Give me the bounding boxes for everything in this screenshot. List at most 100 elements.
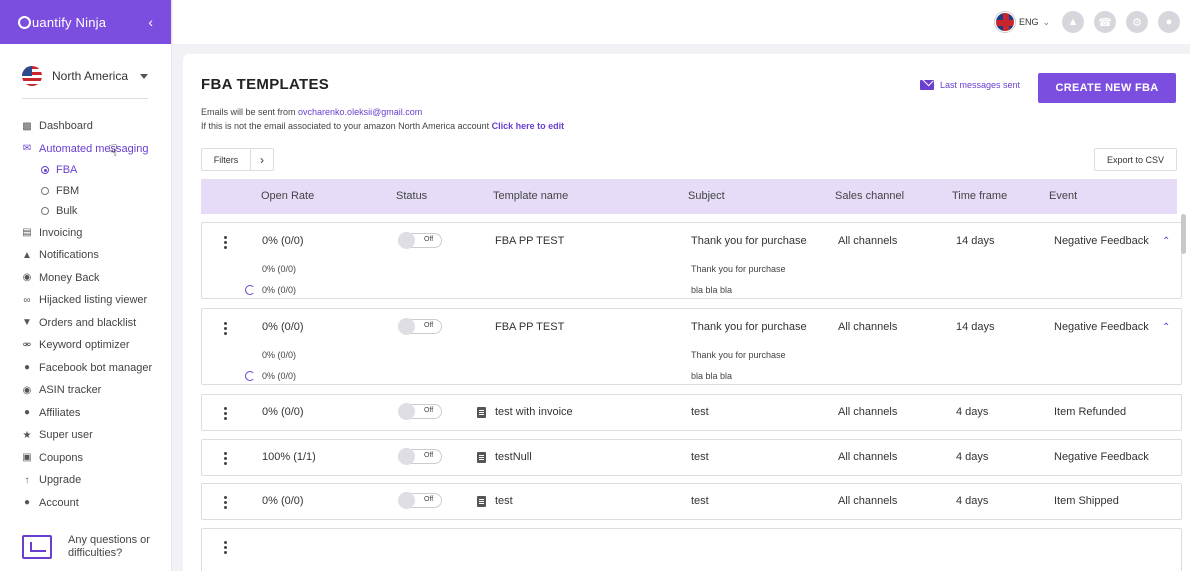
template-name[interactable]: test bbox=[495, 495, 513, 507]
radio-icon bbox=[41, 207, 49, 216]
filters-button[interactable]: Filters bbox=[201, 148, 251, 171]
sidebar-item-super-user[interactable]: ★ Super user bbox=[0, 424, 171, 447]
sidebar-item-dashboard[interactable]: ▩ Dashboard bbox=[0, 115, 171, 138]
header-subject[interactable]: Subject bbox=[688, 190, 725, 202]
help-link[interactable]: Any questions or difficulties? bbox=[22, 534, 158, 560]
envelope-icon: ✉ bbox=[22, 143, 32, 155]
sidebar-item-automated-messaging[interactable]: ✉ Automated messaging bbox=[0, 138, 171, 161]
sub-subject: bla bla bla bbox=[691, 285, 733, 295]
scrollbar-thumb[interactable] bbox=[1181, 214, 1186, 254]
collapse-sidebar-icon[interactable]: ‹ bbox=[148, 14, 153, 30]
subject: test bbox=[691, 495, 709, 507]
toggle-label: Off bbox=[424, 236, 434, 243]
language-label: ENG bbox=[1018, 17, 1039, 27]
table-row[interactable]: 0% (0/0) Off test test All channels 4 da… bbox=[201, 483, 1182, 520]
kebab-menu-icon[interactable] bbox=[224, 541, 227, 556]
email-note-text: If this is not the email associated to y… bbox=[201, 121, 492, 131]
sidebar-item-hijacked-listing-viewer[interactable]: ∞ Hijacked listing viewer bbox=[0, 289, 171, 312]
sidebar-item-notifications[interactable]: ▲ Notifications bbox=[0, 244, 171, 267]
template-name[interactable]: FBA PP TEST bbox=[495, 321, 565, 333]
sub-subject: Thank you for purchase bbox=[691, 350, 786, 360]
gear-icon[interactable]: ⚙ bbox=[1126, 11, 1148, 33]
open-rate: 0% (0/0) bbox=[262, 235, 304, 247]
sidebar-subitem-fba[interactable]: FBA bbox=[0, 160, 171, 181]
sidebar-subitem-fbm[interactable]: FBM bbox=[0, 181, 171, 202]
presentation-board-icon bbox=[22, 535, 52, 559]
sidebar-item-upgrade[interactable]: ↑ Upgrade bbox=[0, 469, 171, 492]
email-info: Emails will be sent from ovcharenko.olek… bbox=[201, 107, 422, 117]
radio-icon bbox=[41, 166, 49, 175]
sidebar-item-money-back[interactable]: ◉ Money Back bbox=[0, 267, 171, 290]
sidebar-item-affiliates[interactable]: ● Affiliates bbox=[0, 402, 171, 425]
us-flag-icon bbox=[22, 66, 42, 86]
header-open-rate[interactable]: Open Rate bbox=[261, 190, 315, 202]
time-frame: 14 days bbox=[956, 235, 995, 247]
invoice-icon: ▤ bbox=[22, 227, 32, 239]
create-new-fba-button[interactable]: CREATE NEW FBA bbox=[1038, 73, 1176, 103]
person-icon: ● bbox=[23, 497, 31, 509]
key-icon: ⚮ bbox=[22, 339, 32, 351]
kebab-menu-icon[interactable] bbox=[224, 322, 227, 337]
chevron-up-icon[interactable]: ⌃ bbox=[1162, 236, 1171, 247]
template-name[interactable]: FBA PP TEST bbox=[495, 235, 565, 247]
sidebar-item-keyword-optimizer[interactable]: ⚮ Keyword optimizer bbox=[0, 334, 171, 357]
sidebar-item-account[interactable]: ● Account bbox=[0, 492, 171, 515]
phone-icon[interactable]: ☎ bbox=[1094, 11, 1116, 33]
table-row[interactable] bbox=[201, 528, 1182, 571]
toggle-label: Off bbox=[424, 407, 434, 414]
region-selector[interactable]: North America bbox=[22, 66, 148, 99]
chevron-right-icon[interactable]: › bbox=[251, 148, 274, 171]
sidebar-item-label: Invoicing bbox=[39, 226, 83, 239]
sidebar-subitem-bulk[interactable]: Bulk bbox=[0, 201, 171, 222]
topbar: ENG ⌄ ▲ ☎ ⚙ ● bbox=[173, 0, 1190, 44]
table-row[interactable]: 100% (1/1) Off testNull test All channel… bbox=[201, 439, 1182, 476]
users-icon: ● bbox=[23, 407, 31, 419]
cart-icon: ▼ bbox=[22, 317, 32, 329]
last-messages-link[interactable]: Last messages sent bbox=[920, 80, 1020, 90]
table-row[interactable]: 0% (0/0) Off FBA PP TEST Thank you for p… bbox=[201, 222, 1182, 299]
sidebar-item-invoicing[interactable]: ▤ Invoicing bbox=[0, 222, 171, 245]
sidebar-item-label: Affiliates bbox=[39, 406, 81, 419]
kebab-menu-icon[interactable] bbox=[224, 452, 227, 467]
template-name[interactable]: test with invoice bbox=[495, 406, 573, 418]
toggle-knob bbox=[398, 403, 415, 420]
header-sales-channel[interactable]: Sales channel bbox=[835, 190, 905, 202]
sidebar-item-asin-tracker[interactable]: ◉ ASIN tracker bbox=[0, 379, 171, 402]
sidebar-item-label: ASIN tracker bbox=[39, 384, 102, 397]
sidebar-subitem-label: Bulk bbox=[56, 205, 78, 218]
table-row[interactable]: 0% (0/0) Off FBA PP TEST Thank you for p… bbox=[201, 308, 1182, 385]
kebab-menu-icon[interactable] bbox=[224, 496, 227, 511]
header-status[interactable]: Status bbox=[396, 190, 428, 202]
event: Item Refunded bbox=[1054, 406, 1127, 418]
kebab-menu-icon[interactable] bbox=[224, 407, 227, 422]
arrow-up-icon: ↑ bbox=[24, 474, 30, 486]
table-row[interactable]: 0% (0/0) Off test with invoice test All … bbox=[201, 394, 1182, 431]
header-time-frame[interactable]: Time frame bbox=[952, 190, 1008, 202]
bell-icon[interactable]: ▲ bbox=[1062, 11, 1084, 33]
chevron-up-icon[interactable]: ⌃ bbox=[1162, 322, 1171, 333]
star-icon: ★ bbox=[22, 429, 32, 441]
sidebar-item-orders-and-blacklist[interactable]: ▼ Orders and blacklist bbox=[0, 312, 171, 335]
status-toggle[interactable]: Off bbox=[398, 403, 442, 420]
template-name[interactable]: testNull bbox=[495, 451, 532, 463]
status-toggle[interactable]: Off bbox=[398, 448, 442, 465]
sidebar-item-label: Upgrade bbox=[39, 474, 82, 487]
header-template-name[interactable]: Template name bbox=[493, 190, 569, 202]
edit-email-link[interactable]: Click here to edit bbox=[491, 121, 565, 131]
help-text: Any questions or difficulties? bbox=[68, 534, 150, 559]
status-toggle[interactable]: Off bbox=[398, 232, 442, 249]
toggle-label: Off bbox=[424, 452, 434, 459]
export-csv-button[interactable]: Export to CSV bbox=[1094, 148, 1177, 171]
kebab-menu-icon[interactable] bbox=[224, 236, 227, 251]
header-event[interactable]: Event bbox=[1049, 190, 1078, 202]
ticket-icon: ▣ bbox=[22, 452, 32, 464]
logo[interactable]: uantify Ninja bbox=[18, 15, 106, 30]
sidebar-item-coupons[interactable]: ▣ Coupons bbox=[0, 447, 171, 470]
avatar[interactable]: ● bbox=[1158, 11, 1180, 33]
status-toggle[interactable]: Off bbox=[398, 318, 442, 335]
sidebar-item-label: Notifications bbox=[39, 249, 99, 262]
status-toggle[interactable]: Off bbox=[398, 492, 442, 509]
language-selector[interactable]: ENG ⌄ bbox=[994, 12, 1050, 32]
sidebar-item-facebook-bot-manager[interactable]: ● Facebook bot manager bbox=[0, 357, 171, 380]
logo-text: uantify Ninja bbox=[32, 14, 107, 30]
